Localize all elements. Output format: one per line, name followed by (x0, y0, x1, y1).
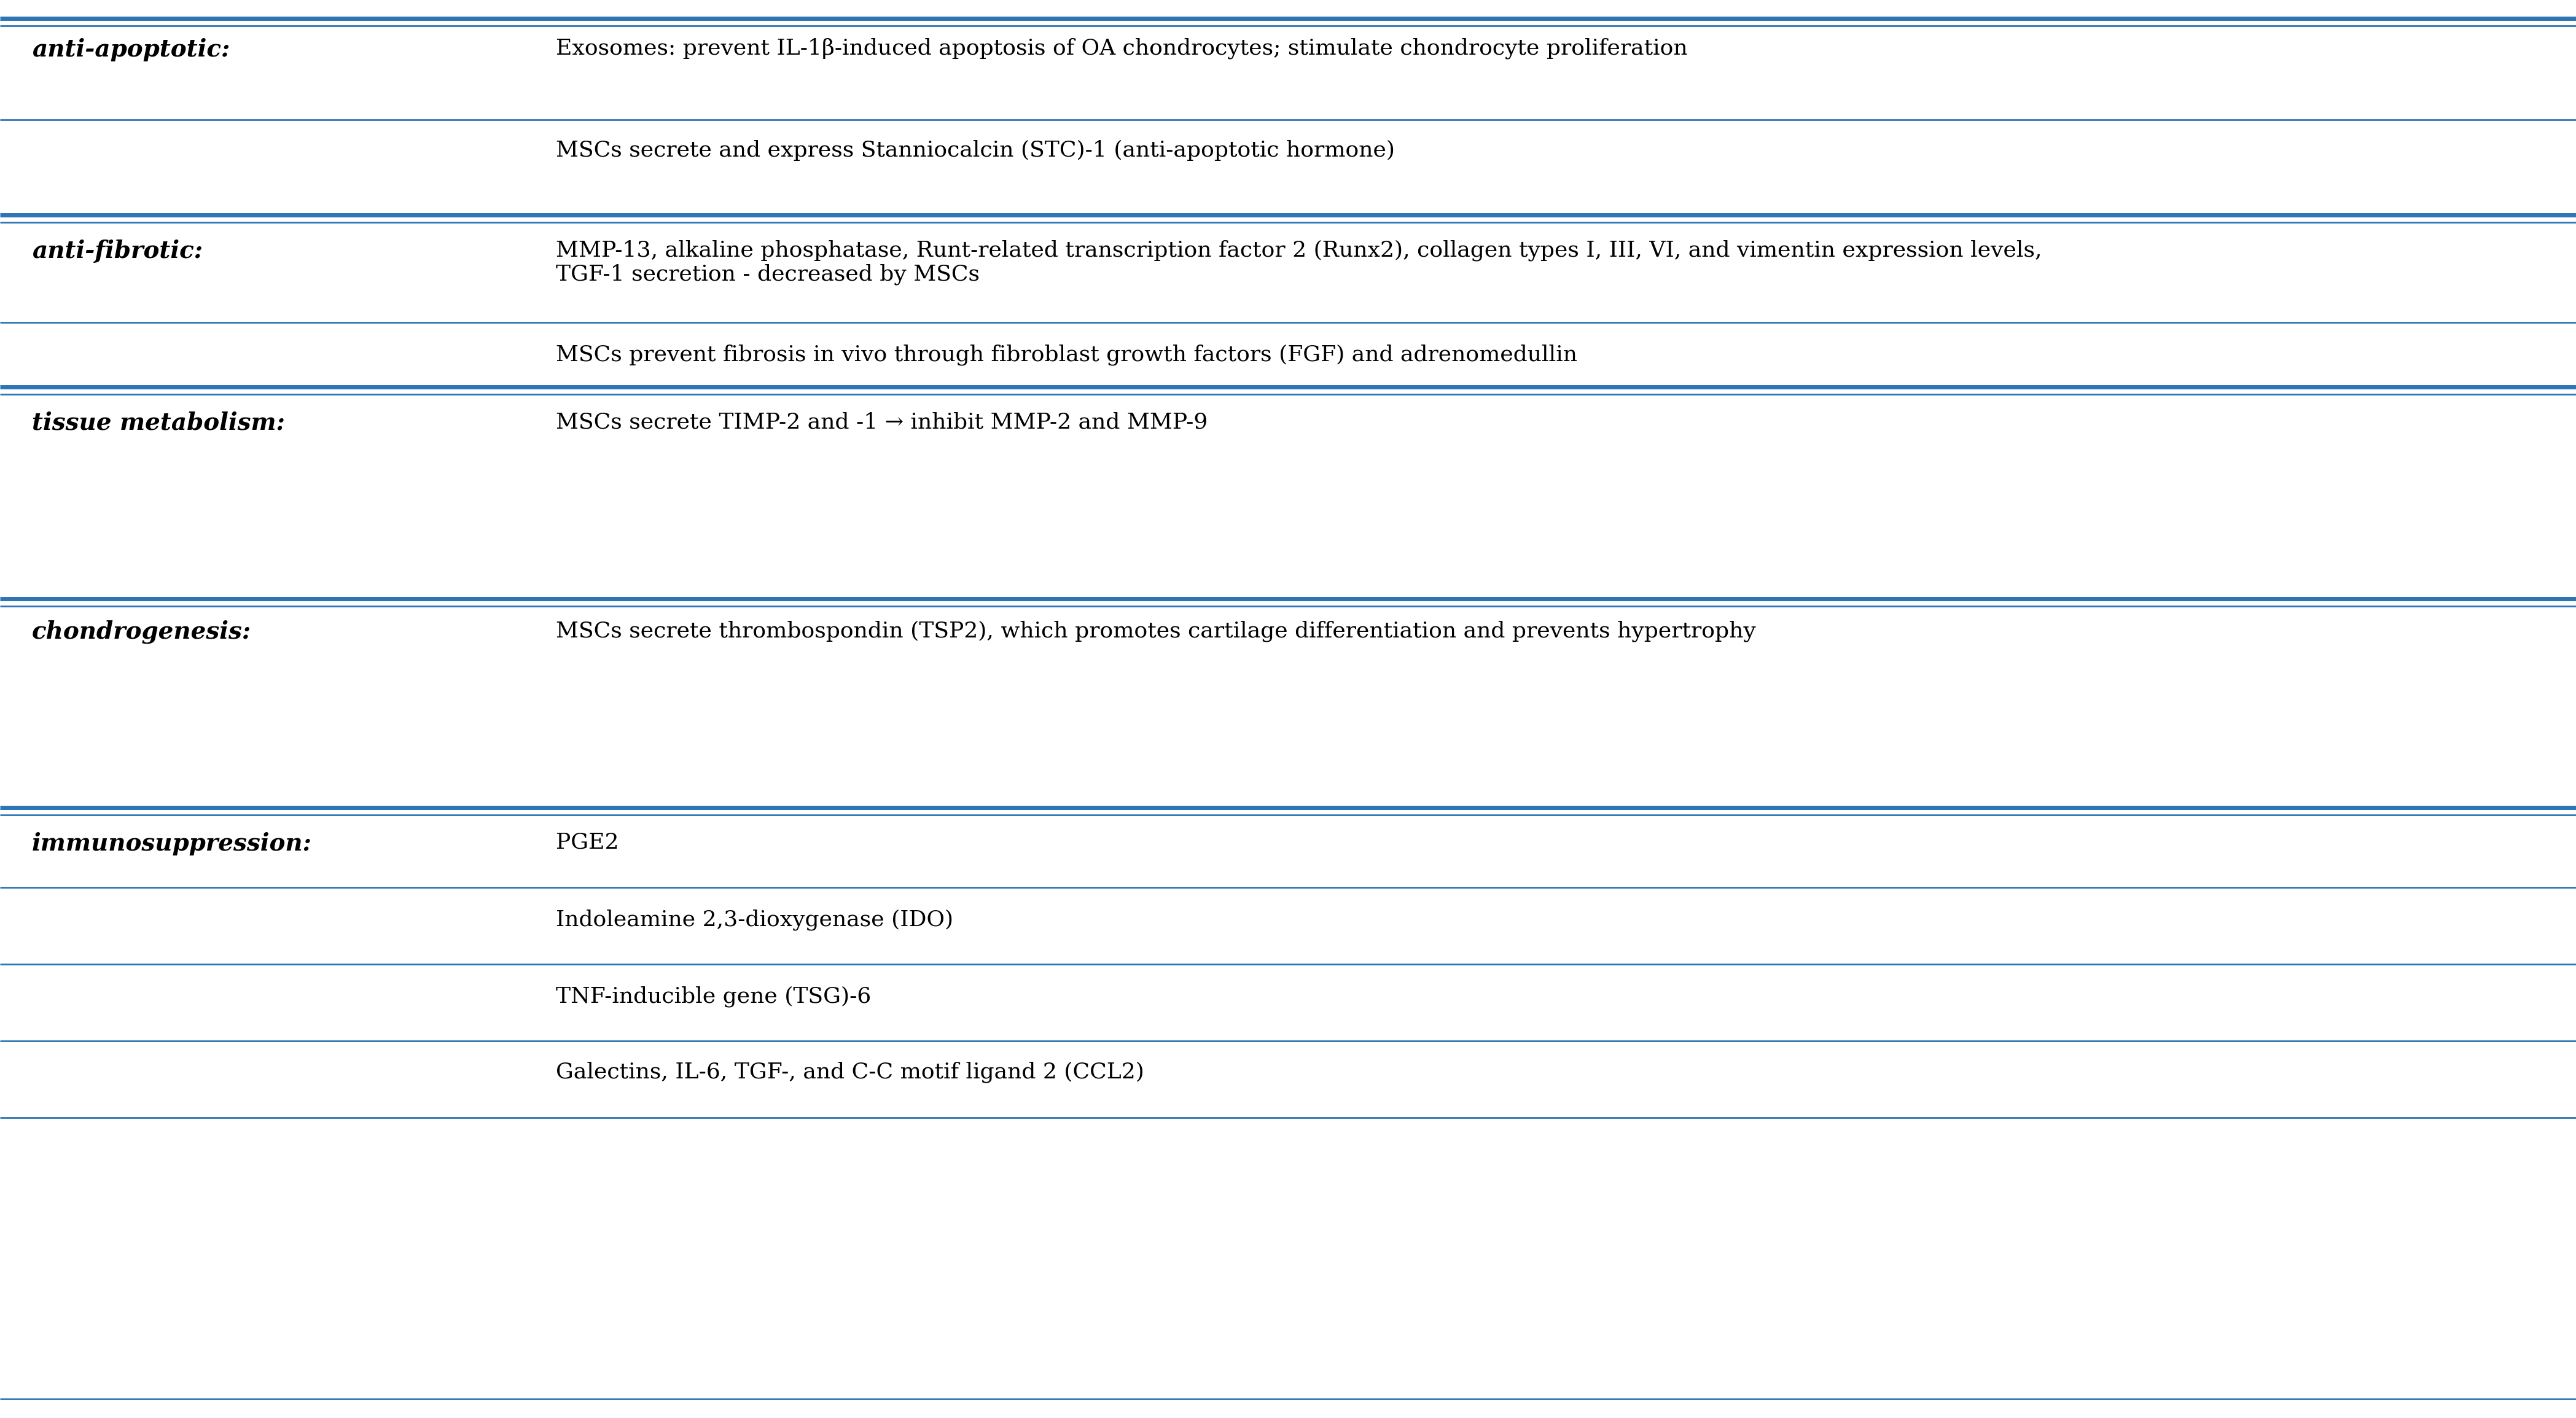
Text: MSCs secrete thrombospondin (TSP2), which promotes cartilage differentiation and: MSCs secrete thrombospondin (TSP2), whic… (556, 620, 1757, 641)
Text: MSCs secrete TIMP-2 and -1 → inhibit MMP-2 and MMP-9: MSCs secrete TIMP-2 and -1 → inhibit MMP… (556, 411, 1208, 432)
Text: Indoleamine 2,3-dioxygenase (IDO): Indoleamine 2,3-dioxygenase (IDO) (556, 909, 953, 930)
Text: immunosuppression:: immunosuppression: (31, 832, 312, 855)
Text: MSCs secrete and express Stanniocalcin (STC)-1 (anti-apoptotic hormone): MSCs secrete and express Stanniocalcin (… (556, 140, 1394, 160)
Text: MMP-13, alkaline phosphatase, Runt-related transcription factor 2 (Runx2), colla: MMP-13, alkaline phosphatase, Runt-relat… (556, 240, 2043, 285)
Text: anti-fibrotic:: anti-fibrotic: (31, 240, 204, 262)
Text: MSCs prevent fibrosis in vivo through fibroblast growth factors (FGF) and adreno: MSCs prevent fibrosis in vivo through fi… (556, 345, 1577, 364)
Text: tissue metabolism:: tissue metabolism: (31, 411, 286, 435)
Text: Exosomes: prevent IL-1β-induced apoptosis of OA chondrocytes; stimulate chondroc: Exosomes: prevent IL-1β-induced apoptosi… (556, 38, 1687, 60)
Text: Galectins, IL-6, TGF-, and C-C motif ligand 2 (CCL2): Galectins, IL-6, TGF-, and C-C motif lig… (556, 1061, 1144, 1082)
Text: TNF-inducible gene (TSG)-6: TNF-inducible gene (TSG)-6 (556, 986, 871, 1007)
Text: anti-apoptotic:: anti-apoptotic: (31, 38, 229, 61)
Text: PGE2: PGE2 (556, 832, 618, 854)
Text: chondrogenesis:: chondrogenesis: (31, 620, 252, 644)
